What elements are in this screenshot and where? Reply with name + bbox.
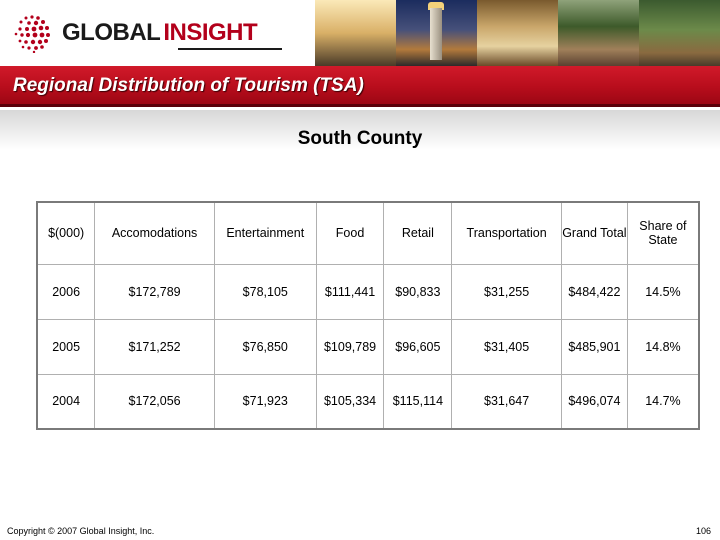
- copyright-text: Copyright © 2007 Global Insight, Inc.: [7, 526, 155, 536]
- lighthouse-tower: [430, 8, 442, 60]
- table-cell: $172,056: [94, 373, 215, 430]
- table-cell: $31,255: [451, 263, 562, 320]
- logo-global-text: GLOBAL: [62, 19, 161, 46]
- tourism-table: $(000) Accomodations Entertainment Food …: [36, 201, 700, 430]
- header-cell-unit: $(000): [36, 201, 96, 265]
- global-insight-logo: GLOBAL INSIGHT: [12, 12, 258, 54]
- table-cell: $76,850: [213, 318, 317, 375]
- table-cell: $109,789: [315, 318, 385, 375]
- table-cell: $31,647: [451, 373, 562, 430]
- table-cell: $71,923: [213, 373, 317, 430]
- header: GLOBAL INSIGHT: [0, 0, 720, 66]
- table-row: 2004 $172,056 $71,923 $105,334 $115,114 …: [36, 373, 700, 430]
- logo-wordmark: GLOBAL INSIGHT: [62, 19, 258, 47]
- table-header-row: $(000) Accomodations Entertainment Food …: [36, 201, 700, 265]
- table-cell: $496,074: [560, 373, 628, 430]
- table-cell-year: 2006: [36, 263, 96, 320]
- table-cell: $171,252: [94, 318, 215, 375]
- table-cell: $115,114: [383, 373, 453, 430]
- table-row: 2005 $171,252 $76,850 $109,789 $96,605 $…: [36, 318, 700, 375]
- header-cell-food: Food: [315, 201, 385, 265]
- slide-subtitle: South County: [297, 128, 423, 149]
- title-band: Regional Distribution of Tourism (TSA): [0, 66, 720, 107]
- table-cell-year: 2005: [36, 318, 96, 375]
- table-cell: 14.5%: [626, 263, 700, 320]
- header-cell-share-of-state: Share of State: [626, 201, 700, 265]
- header-cell-grand-total: Grand Total: [560, 201, 628, 265]
- table-cell: $96,605: [383, 318, 453, 375]
- header-photo-lighthouse: [396, 0, 477, 66]
- header-photo-mansion: [315, 0, 396, 66]
- table-cell: $484,422: [560, 263, 628, 320]
- logo-underline: [178, 48, 282, 50]
- table-cell: $485,901: [560, 318, 628, 375]
- table-cell: $111,441: [315, 263, 385, 320]
- table-row: 2006 $172,789 $78,105 $111,441 $90,833 $…: [36, 263, 700, 320]
- header-cell-transportation: Transportation: [451, 201, 562, 265]
- table-cell: $172,789: [94, 263, 215, 320]
- table-cell: 14.7%: [626, 373, 700, 430]
- table-cell-year: 2004: [36, 373, 96, 430]
- header-photo-ballroom: [477, 0, 558, 66]
- slide-title: Regional Distribution of Tourism (TSA): [13, 75, 364, 96]
- table-cell: 14.8%: [626, 318, 700, 375]
- title-band-shadow: [0, 110, 720, 150]
- header-photo-city: [639, 0, 720, 66]
- table-cell: $90,833: [383, 263, 453, 320]
- header-cell-accomodations: Accomodations: [94, 201, 215, 265]
- table-cell: $31,405: [451, 318, 562, 375]
- lighthouse-lamp: [428, 2, 444, 10]
- table-cell: $78,105: [213, 263, 317, 320]
- header-photo-park: [558, 0, 639, 66]
- header-photo-strip: [315, 0, 720, 66]
- page-number: 106: [695, 526, 711, 536]
- logo-insight-text: INSIGHT: [163, 19, 258, 46]
- table-cell: $105,334: [315, 373, 385, 430]
- globe-dots-icon: [14, 15, 50, 53]
- header-cell-retail: Retail: [383, 201, 453, 265]
- header-cell-entertainment: Entertainment: [213, 201, 317, 265]
